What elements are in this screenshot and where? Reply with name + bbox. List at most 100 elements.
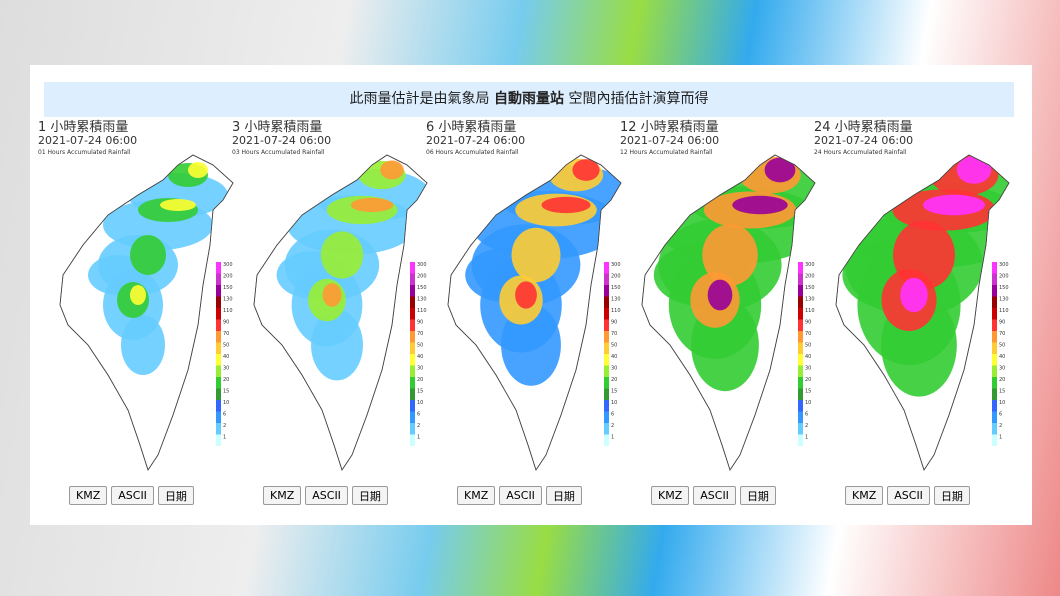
legend-label: 110 bbox=[999, 308, 1009, 314]
rain-area bbox=[188, 162, 208, 178]
panel-button[interactable]: 日期 bbox=[933, 486, 970, 505]
legend-label: 130 bbox=[999, 297, 1009, 303]
rain-layer bbox=[653, 156, 815, 392]
legend-label: 40 bbox=[417, 354, 423, 360]
rain-area bbox=[380, 160, 404, 180]
legend-swatch bbox=[798, 273, 803, 285]
panel-button[interactable]: KMZ bbox=[845, 486, 884, 505]
legend-label: 2 bbox=[223, 423, 226, 429]
rain-area bbox=[121, 315, 165, 375]
panel-button[interactable]: 日期 bbox=[739, 486, 776, 505]
rain-area bbox=[311, 309, 363, 381]
legend-label: 50 bbox=[611, 343, 617, 349]
legend-label: 15 bbox=[417, 389, 423, 395]
legend-swatch bbox=[992, 296, 997, 308]
legend-label: 2 bbox=[999, 423, 1002, 429]
legend-label: 70 bbox=[417, 331, 423, 337]
rain-area bbox=[322, 283, 342, 307]
rain-area bbox=[702, 224, 758, 286]
rain-layer bbox=[276, 160, 427, 381]
panel-subtitle: 12 Hours Accumulated Rainfall bbox=[620, 149, 713, 156]
panel-button[interactable]: ASCII bbox=[499, 486, 542, 505]
panel-button[interactable]: 日期 bbox=[157, 486, 194, 505]
legend-swatch bbox=[798, 400, 803, 412]
rain-area bbox=[572, 159, 600, 181]
panel-time: 2021-07-24 06:00 bbox=[232, 134, 331, 147]
panel-button[interactable]: KMZ bbox=[457, 486, 496, 505]
legend-swatch bbox=[410, 319, 415, 331]
rain-area bbox=[956, 156, 992, 184]
panel-subtitle: 24 Hours Accumulated Rainfall bbox=[814, 149, 907, 156]
legend-swatch bbox=[992, 273, 997, 285]
rain-area bbox=[160, 199, 196, 211]
legend-label: 150 bbox=[611, 285, 621, 291]
legend-swatch bbox=[410, 308, 415, 320]
legend-swatch bbox=[992, 319, 997, 331]
legend-label: 2 bbox=[805, 423, 808, 429]
panel-button[interactable]: KMZ bbox=[69, 486, 108, 505]
rain-area bbox=[707, 279, 733, 311]
legend-label: 200 bbox=[417, 274, 427, 280]
rain-area bbox=[501, 304, 561, 386]
legend-swatch bbox=[798, 365, 803, 377]
legend-label: 150 bbox=[999, 285, 1009, 291]
legend-swatch bbox=[992, 434, 997, 446]
banner-bold: 自動雨量站 bbox=[494, 91, 564, 107]
legend-label: 6 bbox=[999, 412, 1002, 418]
legend-label: 30 bbox=[223, 366, 229, 372]
legend-label: 110 bbox=[223, 308, 233, 314]
panel-button[interactable]: 日期 bbox=[545, 486, 582, 505]
legend-label: 50 bbox=[805, 343, 811, 349]
legend-label: 130 bbox=[223, 297, 233, 303]
legend-swatch bbox=[216, 400, 221, 412]
county-lines bbox=[447, 154, 622, 471]
legend-swatch bbox=[216, 308, 221, 320]
content-panel: 此雨量估計是由氣象局 自動雨量站 空間內插估計演算而得 1 小時累積雨量 2021… bbox=[30, 65, 1032, 525]
legend-swatch bbox=[604, 273, 609, 285]
panel-time: 2021-07-24 06:00 bbox=[38, 134, 137, 147]
legend-swatch bbox=[216, 296, 221, 308]
legend-label: 1 bbox=[223, 435, 226, 441]
panel-button[interactable]: ASCII bbox=[887, 486, 930, 505]
legend-label: 6 bbox=[611, 412, 614, 418]
legend-label: 15 bbox=[611, 389, 617, 395]
rain-area bbox=[350, 197, 394, 213]
legend-swatch bbox=[798, 354, 803, 366]
panel-button[interactable]: KMZ bbox=[263, 486, 302, 505]
legend-swatch bbox=[410, 423, 415, 435]
legend-swatch bbox=[992, 285, 997, 297]
button-row: KMZ ASCII 日期 bbox=[457, 486, 582, 505]
legend-label: 20 bbox=[999, 377, 1005, 383]
banner-text: 此雨量估計是由氣象局 bbox=[349, 91, 490, 107]
legend-swatch bbox=[604, 354, 609, 366]
legend-label: 6 bbox=[417, 412, 420, 418]
legend-swatch bbox=[216, 388, 221, 400]
legend-label: 20 bbox=[417, 377, 423, 383]
panel-button[interactable]: ASCII bbox=[305, 486, 348, 505]
legend-swatch bbox=[216, 273, 221, 285]
legend-swatch bbox=[992, 365, 997, 377]
legend-swatch bbox=[410, 285, 415, 297]
legend-label: 130 bbox=[805, 297, 815, 303]
legend-swatch bbox=[798, 434, 803, 446]
panel-title: 6 小時累積雨量 bbox=[426, 120, 516, 135]
rain-area bbox=[511, 227, 561, 283]
county-lines bbox=[253, 154, 428, 471]
panel-button[interactable]: ASCII bbox=[693, 486, 736, 505]
legend-swatch bbox=[410, 262, 415, 274]
legend-label: 10 bbox=[999, 400, 1005, 406]
legend-swatch bbox=[992, 262, 997, 274]
panel-button[interactable]: ASCII bbox=[111, 486, 154, 505]
legend-swatch bbox=[798, 377, 803, 389]
panel-button[interactable]: 日期 bbox=[351, 486, 388, 505]
legend-label: 40 bbox=[223, 354, 229, 360]
legend-label: 30 bbox=[999, 366, 1005, 372]
legend-label: 150 bbox=[417, 285, 427, 291]
panel-time: 2021-07-24 06:00 bbox=[814, 134, 913, 147]
legend-label: 300 bbox=[999, 262, 1009, 268]
panel-title: 1 小時累積雨量 bbox=[38, 120, 128, 135]
panel-button[interactable]: KMZ bbox=[651, 486, 690, 505]
